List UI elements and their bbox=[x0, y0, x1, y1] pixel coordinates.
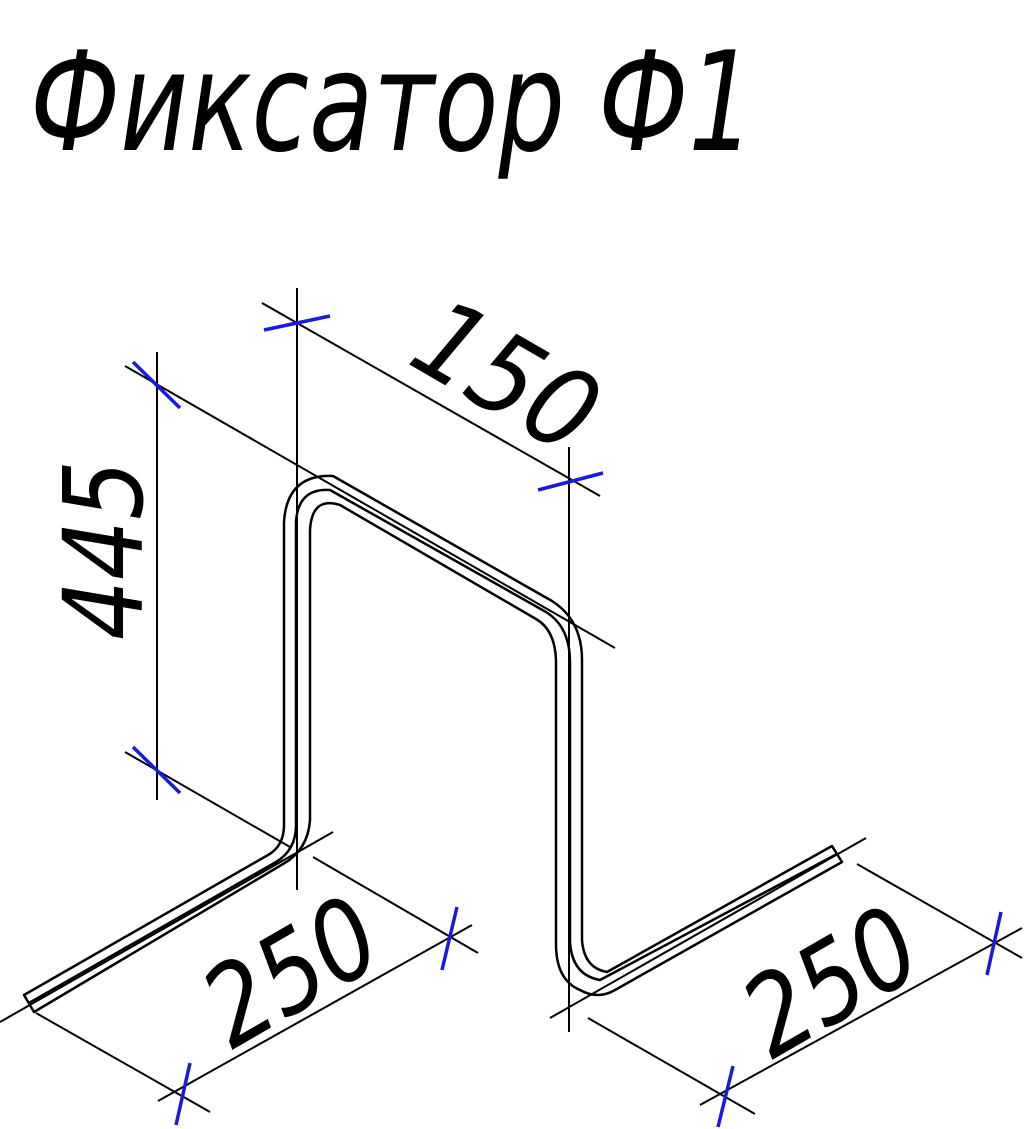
ext-line-445-bottom bbox=[124, 751, 291, 848]
tick-445-bottom bbox=[131, 745, 182, 795]
dim-label-250-left: 250 bbox=[181, 872, 401, 1073]
rod-outer-contour bbox=[22, 474, 844, 1014]
tick-250-left-start bbox=[174, 1062, 192, 1126]
tick-150-start bbox=[263, 314, 331, 332]
dim-line-250-right bbox=[699, 927, 1023, 1106]
dim-label-150: 150 bbox=[392, 274, 621, 480]
ext-line-250-right-c bbox=[549, 837, 867, 1019]
tick-250-left-end bbox=[440, 906, 459, 971]
dimension-ticks bbox=[131, 314, 1003, 1128]
rod-inner-line-a bbox=[28, 488, 838, 1005]
dim-label-445: 445 bbox=[40, 460, 168, 640]
dim-line-150 bbox=[261, 302, 601, 497]
ext-line-250-left-c bbox=[0, 831, 334, 1023]
rebar-fixator-shape bbox=[22, 474, 844, 1014]
tick-150-end bbox=[537, 471, 604, 492]
ext-line-250-right-a bbox=[587, 1017, 756, 1115]
tick-445-top bbox=[131, 360, 182, 410]
ext-line-445-top bbox=[124, 365, 616, 649]
drawing-title: Фиксатор Ф1 bbox=[30, 22, 755, 183]
tick-250-right-end bbox=[985, 911, 1003, 976]
dim-line-250-left bbox=[157, 924, 473, 1102]
tick-250-right-start bbox=[716, 1065, 735, 1128]
